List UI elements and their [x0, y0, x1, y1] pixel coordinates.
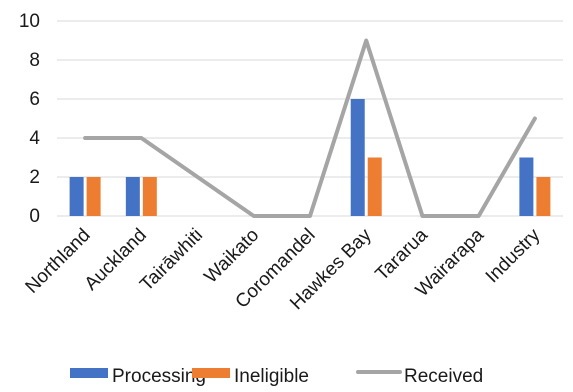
- bar-processing: [519, 157, 534, 216]
- legend-swatch-processing: [70, 368, 108, 378]
- point-received: [197, 176, 199, 178]
- point-received: [534, 118, 536, 119]
- bar-ineligible: [536, 177, 551, 216]
- y-tick-label: 4: [29, 128, 40, 149]
- y-tick-label: 2: [29, 167, 40, 188]
- bar-processing: [350, 99, 365, 216]
- point-received: [309, 215, 311, 217]
- bar-ineligible: [86, 177, 101, 216]
- bar-ineligible: [367, 157, 382, 216]
- point-received: [365, 40, 367, 41]
- bars: [69, 99, 551, 216]
- legend-swatch-ineligible: [192, 368, 230, 378]
- x-tick-label: Industry: [482, 224, 545, 287]
- received-line-layer: [83, 38, 537, 218]
- legend-label-processing: Processing: [112, 366, 206, 387]
- y-tick-label: 0: [29, 206, 40, 227]
- legend-label-received: Received: [404, 366, 483, 387]
- legend: Processing Ineligible Received: [70, 366, 483, 387]
- x-tick-label: Tairāwhiti: [136, 225, 207, 296]
- bar-ineligible: [142, 177, 157, 216]
- legend-label-ineligible: Ineligible: [234, 366, 309, 387]
- y-tick-label: 6: [29, 89, 40, 110]
- y-tick-label: 10: [19, 11, 40, 32]
- bar-processing: [69, 177, 84, 216]
- point-received: [421, 215, 423, 217]
- x-axis-tick-labels: NorthlandAucklandTairāwhitiWaikatoCoroma…: [22, 224, 545, 314]
- point-received: [140, 137, 142, 139]
- point-received: [84, 137, 86, 139]
- x-tick-label: Northland: [22, 225, 95, 298]
- y-tick-label: 8: [29, 50, 40, 71]
- point-received: [253, 215, 255, 217]
- point-received: [478, 215, 480, 217]
- y-axis-tick-labels: 0 2 4 6 8 10: [19, 11, 41, 227]
- bar-processing: [125, 177, 140, 216]
